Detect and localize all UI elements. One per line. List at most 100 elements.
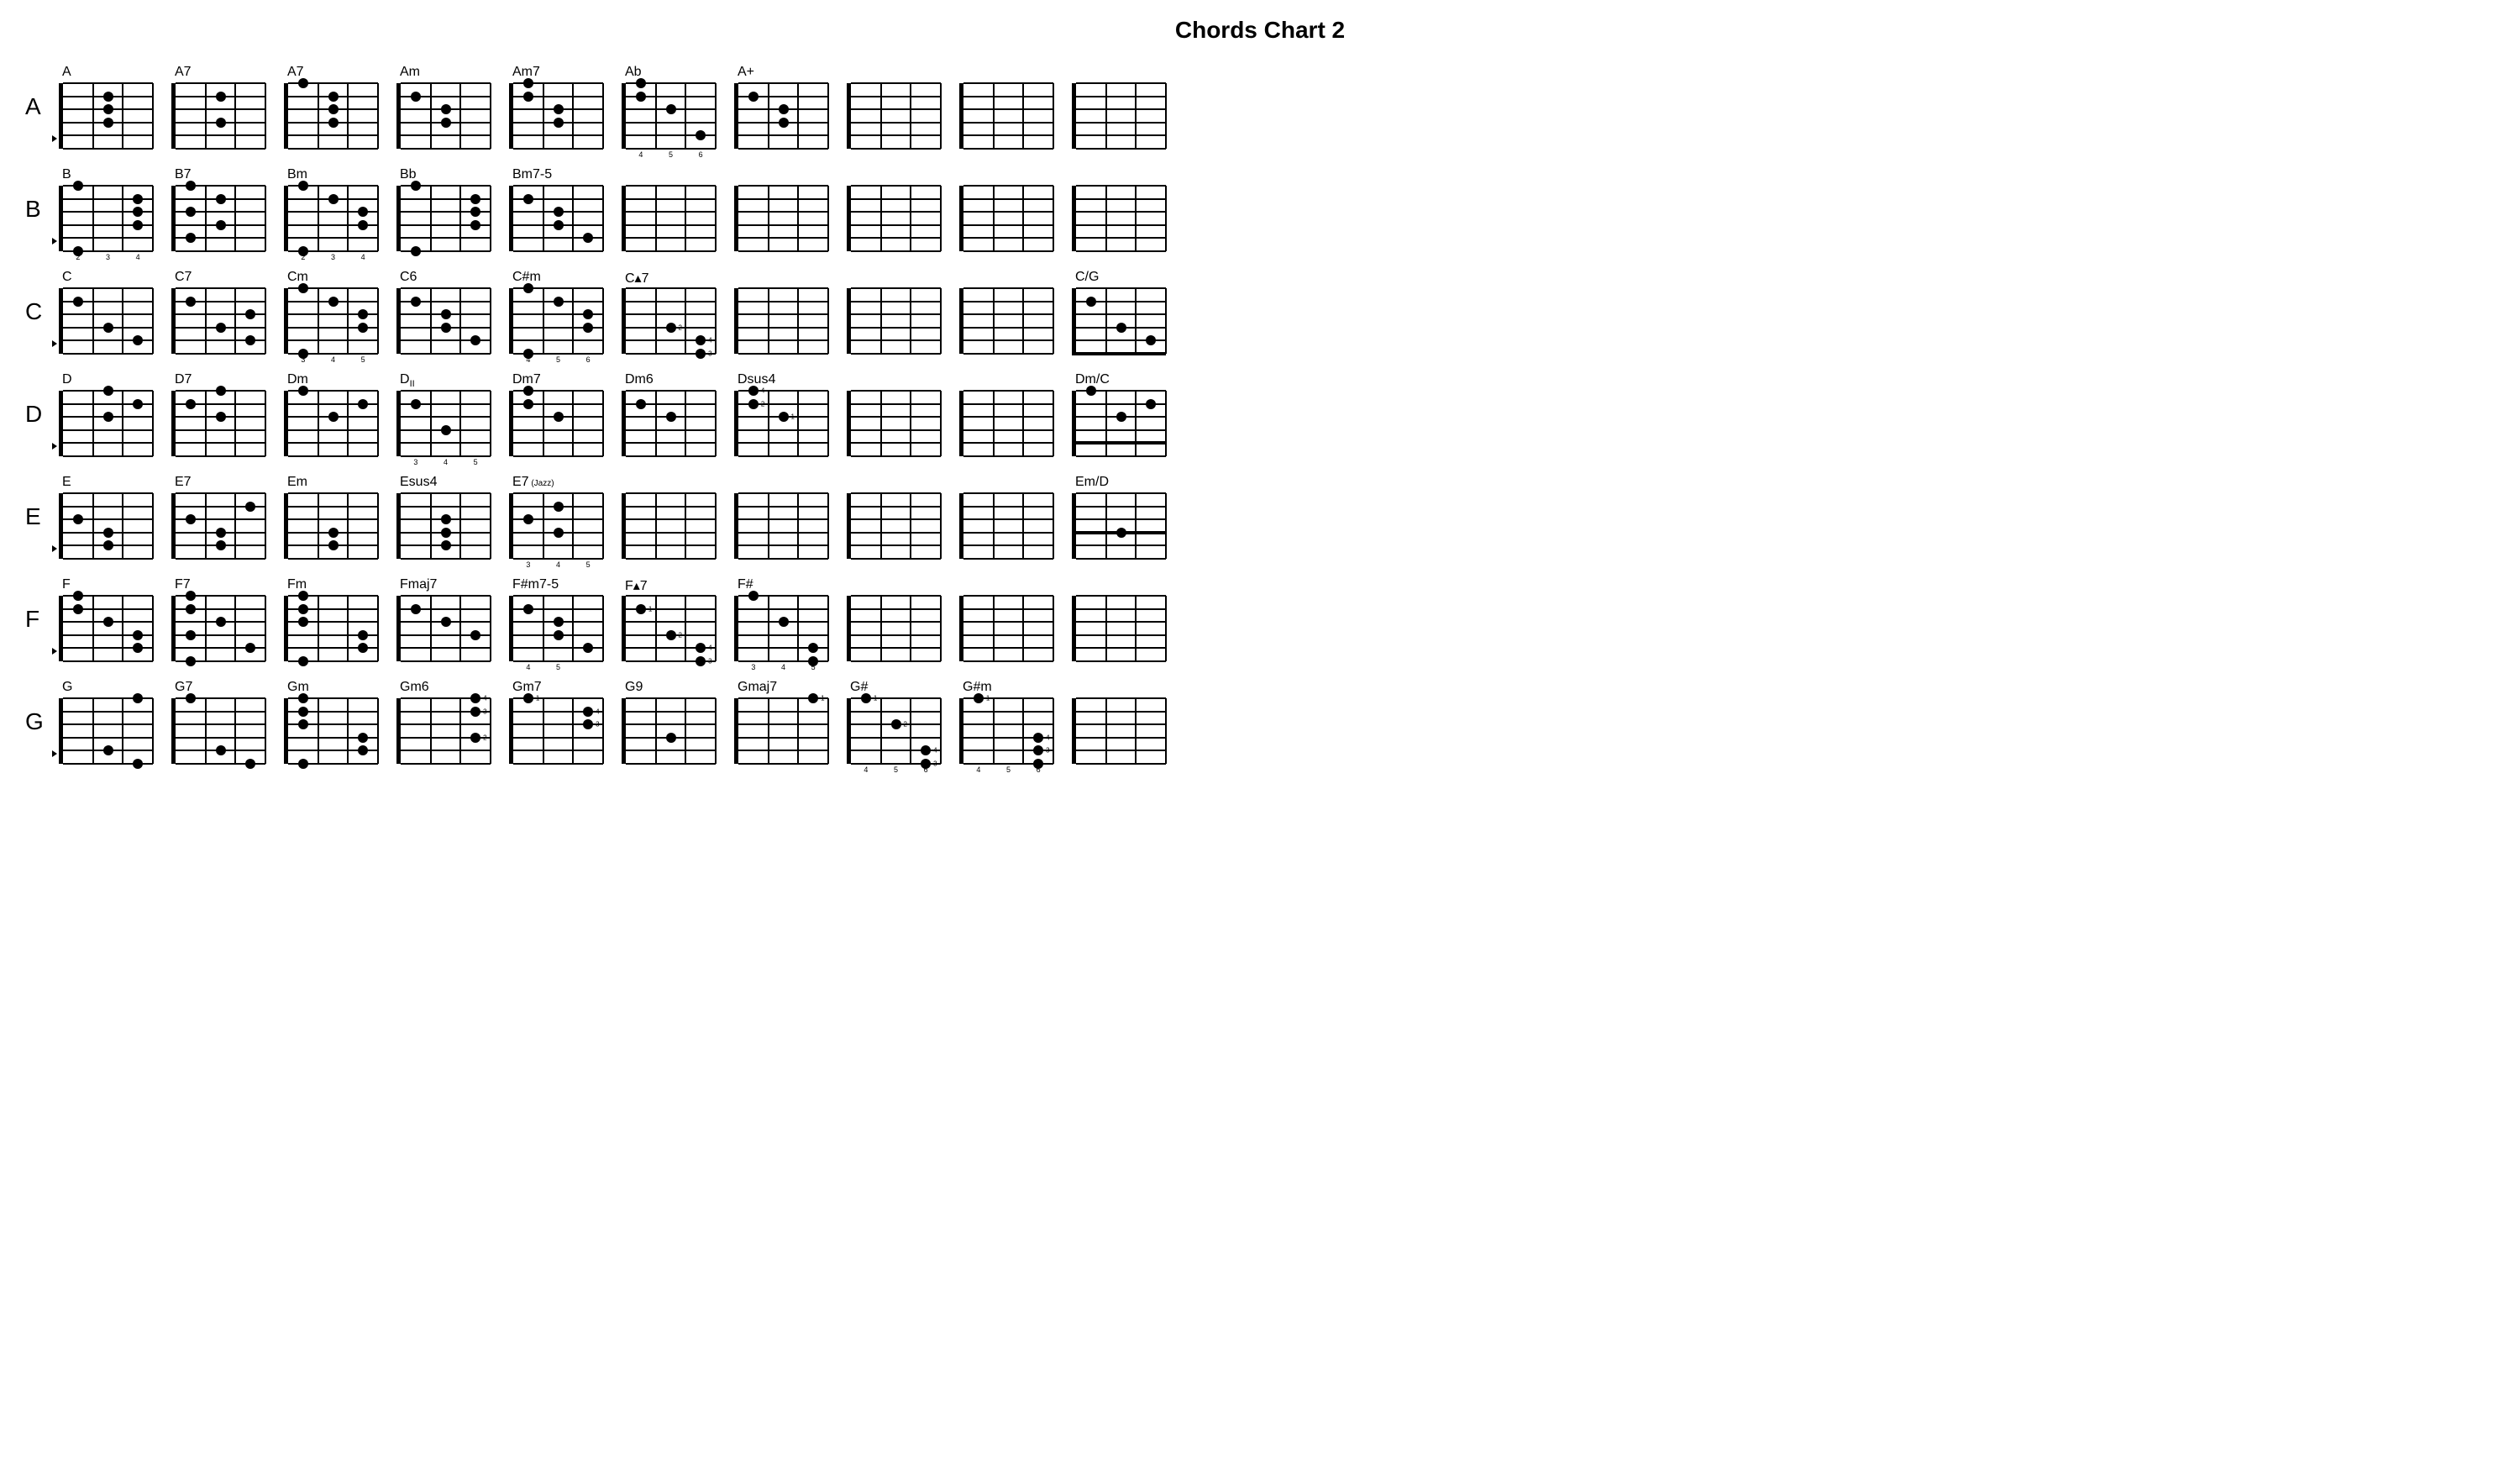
chord-name: E7 [171, 475, 265, 492]
finger-dot [245, 502, 255, 512]
fretboard [959, 493, 1053, 559]
finger-dot [216, 220, 226, 230]
fret-number: 6 [1037, 765, 1041, 774]
fret-number: 3 [106, 253, 110, 261]
finger-dot [779, 118, 789, 128]
finger-dot [216, 194, 226, 204]
finger-number: 3 [708, 658, 711, 665]
fret-number: 6 [586, 355, 591, 364]
row-label: F [25, 606, 59, 633]
finger-dot [1146, 335, 1156, 345]
finger-dot [1086, 386, 1096, 396]
finger-dot [328, 412, 339, 422]
finger-dot [358, 207, 368, 217]
finger-dot [103, 323, 113, 333]
chord-diagram [847, 270, 941, 354]
fret-number: 6 [699, 150, 703, 159]
chord-name [847, 372, 941, 389]
finger-dot [298, 386, 308, 396]
chord-name: A+ [734, 65, 828, 82]
chord-name: Em/D [1072, 475, 1166, 492]
chord-diagram: A7 [171, 65, 265, 149]
chord-name [1072, 577, 1166, 594]
fret-number: 4 [331, 355, 335, 364]
finger-dot [186, 630, 196, 640]
chord-name: C [59, 270, 153, 287]
fret-number: 4 [136, 253, 140, 261]
chord-diagram [959, 167, 1053, 251]
chord-diagram: Esus4 [396, 475, 491, 559]
fretboard [1072, 391, 1166, 456]
chart-row: CCC7Cm345C6C#m456C▴7243C/G [25, 270, 2495, 354]
barre-line [1072, 531, 1166, 534]
finger-dot [891, 719, 901, 729]
chord-name [1072, 680, 1166, 697]
finger-dot [298, 617, 308, 627]
finger-number: 1 [986, 695, 990, 702]
chord-diagram: Gm7143 [509, 680, 603, 764]
diagram-row: B234B7Bm234BbBm7-5 [59, 167, 2495, 251]
chord-name [847, 270, 941, 287]
finger-dot [73, 591, 83, 601]
fretboard [509, 83, 603, 149]
fretboard [284, 596, 378, 661]
finger-dot [298, 656, 308, 666]
finger-dot [583, 719, 593, 729]
finger-number: 2 [679, 324, 682, 331]
fret-number: 5 [361, 355, 365, 364]
finger-number: 2 [679, 631, 682, 639]
finger-dot [358, 323, 368, 333]
fretboard: 456 [622, 83, 716, 149]
chord-name: DII [396, 372, 491, 389]
fretboard [847, 83, 941, 149]
finger-number: 3 [933, 760, 937, 768]
page-title: Chords Chart 2 [25, 17, 2495, 44]
chord-diagram: Ab456 [622, 65, 716, 149]
chord-name: C#m [509, 270, 603, 287]
finger-number: 4 [596, 708, 599, 715]
fretboard [1072, 186, 1166, 251]
finger-number: 4 [761, 387, 764, 395]
chord-diagram: F#m7-545 [509, 577, 603, 661]
chart-row: FFF7FmFmaj7F#m7-545F▴71243F#345 [25, 577, 2495, 661]
chord-diagram [847, 577, 941, 661]
finger-dot [298, 693, 308, 703]
diagram-row: GG7GmGm6432Gm7143G9Gmaj71G#1243456G#m143… [59, 680, 2495, 764]
finger-dot [748, 399, 759, 409]
finger-dot [73, 297, 83, 307]
finger-dot [298, 604, 308, 614]
finger-dot [523, 386, 533, 396]
finger-dot [328, 118, 339, 128]
finger-dot [748, 386, 759, 396]
chord-name: Gm [284, 680, 378, 697]
fretboard [622, 186, 716, 251]
fretboard [59, 288, 153, 354]
fret-number: 2 [301, 253, 305, 261]
finger-dot [779, 104, 789, 114]
finger-dot [523, 283, 533, 293]
row-label: B [25, 196, 59, 223]
fretboard [171, 596, 265, 661]
fretboard [1072, 698, 1166, 764]
chord-diagram: B7 [171, 167, 265, 251]
fret-number: 5 [894, 765, 898, 774]
finger-dot [636, 399, 646, 409]
chord-diagram [734, 270, 828, 354]
finger-number: 4 [933, 747, 937, 755]
finger-number: 1 [821, 695, 824, 702]
chord-name [734, 167, 828, 184]
chord-diagram: E [59, 475, 153, 559]
chord-diagram: Dm/C [1072, 372, 1166, 456]
finger-number: 3 [1046, 747, 1049, 755]
finger-number: 2 [483, 734, 486, 741]
fretboard [1072, 83, 1166, 149]
chord-diagram: Dsus4421 [734, 372, 828, 456]
chord-diagram: A [59, 65, 153, 149]
finger-dot [441, 540, 451, 550]
finger-dot [470, 630, 480, 640]
finger-dot [779, 412, 789, 422]
fretboard [509, 186, 603, 251]
chord-diagram [959, 577, 1053, 661]
fretboard: 421 [734, 391, 828, 456]
finger-dot [73, 181, 83, 191]
